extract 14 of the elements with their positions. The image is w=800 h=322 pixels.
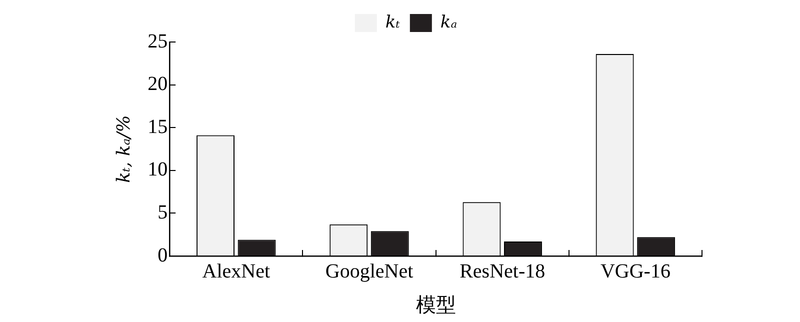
x-tick-label: AlexNet bbox=[202, 260, 270, 282]
y-tick-label: 10 bbox=[148, 158, 168, 181]
x-tick-label: VGG-16 bbox=[600, 260, 670, 282]
y-axis-title: kₜ, kₐ/% bbox=[113, 115, 134, 183]
legend-label: kₜ bbox=[385, 12, 401, 32]
y-tick-label: 0 bbox=[158, 244, 168, 266]
y-tick-label: 20 bbox=[148, 73, 168, 96]
y-tick-label: 15 bbox=[148, 116, 168, 138]
y-tick-label: 5 bbox=[158, 201, 168, 224]
x-tick-label: GoogleNet bbox=[325, 260, 414, 282]
x-tick-label: ResNet-18 bbox=[460, 260, 546, 282]
legend-label: kₐ bbox=[440, 12, 458, 32]
y-tick-label: 25 bbox=[148, 30, 168, 52]
x-axis-title: 模型 bbox=[416, 294, 456, 316]
